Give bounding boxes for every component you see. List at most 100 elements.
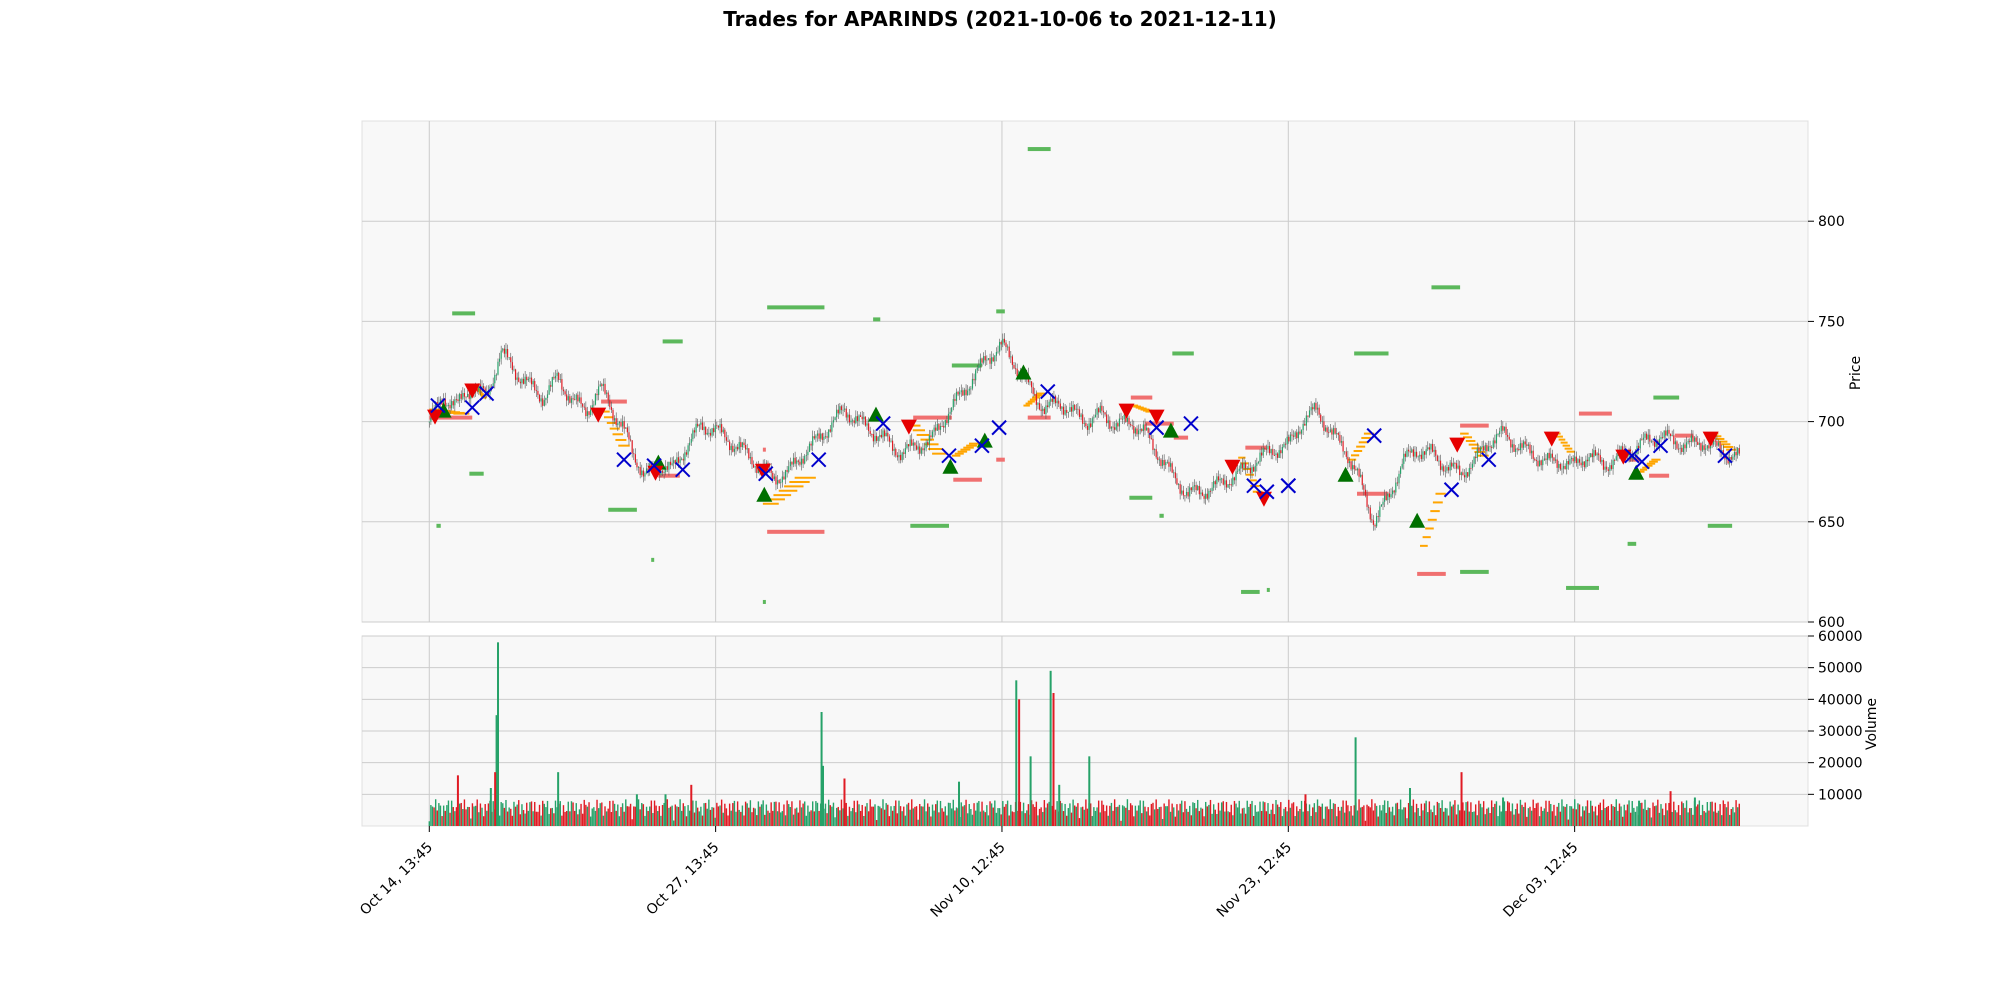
candle-body <box>602 383 605 386</box>
candle-body <box>1690 435 1692 443</box>
volume-bar <box>735 811 737 826</box>
candle-body <box>1423 451 1426 455</box>
candle-body <box>1147 427 1149 433</box>
volume-bar <box>695 800 697 826</box>
candle-body <box>668 461 670 470</box>
volume-bar <box>1621 816 1624 826</box>
volume-bar <box>1173 807 1175 826</box>
candle-body <box>1232 477 1234 486</box>
candle-body <box>1570 458 1573 460</box>
volume-bar <box>617 804 619 826</box>
volume-bar <box>505 799 507 826</box>
candle-body <box>1163 460 1165 466</box>
sell-marker <box>1148 409 1165 425</box>
candle-body <box>1479 447 1482 452</box>
candle-body <box>879 434 881 438</box>
volume-bar <box>1326 806 1328 826</box>
volume-bar <box>1524 802 1526 826</box>
candle-body <box>1673 435 1675 445</box>
candle-body <box>923 448 926 451</box>
candle-body <box>1101 405 1103 411</box>
volume-bar <box>1420 803 1423 826</box>
volume-bar <box>1604 808 1606 826</box>
volume-bar <box>1701 804 1704 826</box>
candle-body <box>1321 421 1323 423</box>
candle-body <box>861 416 863 420</box>
volume-bar <box>1066 815 1068 826</box>
volume-bar <box>486 810 488 826</box>
candle-body <box>455 399 458 401</box>
candle-body <box>1200 492 1202 495</box>
volume-bar <box>818 810 820 826</box>
candle-body <box>1390 494 1392 498</box>
exit-marker <box>674 461 691 478</box>
volume-bar <box>1516 803 1518 826</box>
volume-bar <box>1721 815 1723 826</box>
candle-body <box>575 394 577 400</box>
candle-body <box>1717 442 1720 446</box>
candle-body <box>1106 414 1108 424</box>
candle-body <box>887 432 889 437</box>
buy-marker <box>1162 422 1179 438</box>
volume-bar <box>1695 806 1697 826</box>
candle-body <box>987 358 990 360</box>
candle-body <box>633 453 635 455</box>
volume-bar <box>1187 811 1189 826</box>
volume-bar <box>1417 808 1419 826</box>
volume-bar <box>1335 816 1338 826</box>
volume-bar <box>728 803 731 826</box>
volume-bar <box>783 804 785 826</box>
volume-bar <box>465 809 467 826</box>
volume-bar <box>794 808 796 826</box>
candle-body <box>546 394 549 398</box>
volume-bar <box>1216 813 1218 826</box>
volume-bar <box>1228 812 1231 826</box>
candle-body <box>1543 458 1545 460</box>
candle-body <box>943 426 945 428</box>
candle-body <box>1411 449 1413 453</box>
candle-body <box>1264 447 1266 449</box>
volume-bar <box>1141 813 1143 826</box>
candle-body <box>1326 427 1328 433</box>
volume-bar <box>538 804 541 826</box>
candle-body <box>788 466 790 472</box>
candle-body <box>1638 445 1640 449</box>
volume-bar <box>519 814 522 826</box>
volume-bar <box>463 799 466 826</box>
volume-bar <box>1137 805 1140 826</box>
candle-body <box>1583 461 1585 468</box>
volume-spike-bar <box>489 788 492 826</box>
candle-body <box>796 460 798 464</box>
candle-body <box>1280 450 1282 454</box>
volume-spike-bar <box>1304 794 1307 826</box>
volume-bar <box>484 804 486 826</box>
volume-bar <box>1546 811 1549 826</box>
volume-bar <box>1505 811 1507 826</box>
volume-bar <box>618 816 621 826</box>
candle-body <box>1660 437 1662 439</box>
candle-body <box>938 424 940 430</box>
candle-body <box>1345 451 1347 457</box>
candle-body <box>1262 447 1264 456</box>
candle-body <box>1276 453 1279 458</box>
candle-body <box>856 416 859 421</box>
candle-body <box>661 470 664 473</box>
volume-spike-bar <box>495 715 498 826</box>
candle-body <box>1056 400 1058 404</box>
volume-bar <box>1113 799 1116 826</box>
volume-bar <box>550 808 552 826</box>
volume-bar <box>1395 803 1397 826</box>
candle-body <box>537 390 539 395</box>
volume-bar <box>1478 800 1480 826</box>
volume-bar <box>1550 803 1552 826</box>
stop-level-red <box>913 415 952 420</box>
candle-body <box>1438 460 1440 462</box>
candle-body <box>1283 443 1285 448</box>
candle-body <box>1160 459 1162 466</box>
x-axis-ticks: Oct 14, 13:45 Oct 27, 13:45 Nov 10, 12:45 N… <box>357 826 1581 921</box>
volume-bar <box>942 811 945 826</box>
candle-body <box>1152 438 1154 451</box>
volume-bar <box>835 807 838 826</box>
candle-body <box>820 433 822 439</box>
